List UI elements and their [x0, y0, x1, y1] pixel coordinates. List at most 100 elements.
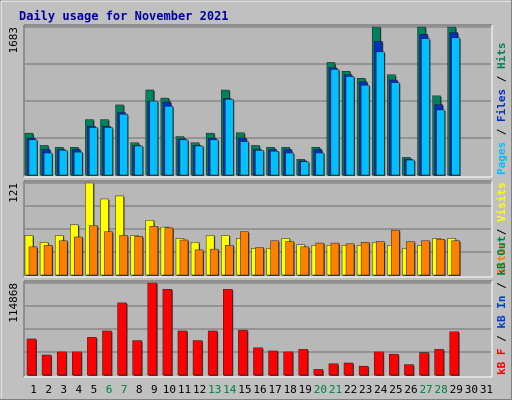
bar-pages-day-16	[255, 150, 264, 176]
bar-kb-f-day-5	[87, 337, 97, 376]
legend-visitors: Sites / Visits	[495, 182, 508, 275]
max-label-traffic: 1683	[7, 27, 20, 54]
bar-sites-day-17	[270, 240, 279, 276]
bar-kb-f-day-24	[373, 351, 384, 376]
x-tick-label: 5	[91, 383, 98, 396]
bar-sites-day-22	[345, 243, 355, 276]
bar-pages-day-5	[89, 127, 98, 176]
legend-part: kB F	[495, 349, 508, 376]
x-tick-label: 22	[344, 383, 357, 396]
max-label-visitors: 121	[7, 183, 20, 203]
bar-pages-day-6	[104, 127, 113, 176]
bar-kb-f-day-1	[26, 338, 37, 376]
bar-kb-f-day-25	[389, 353, 399, 376]
bar-pages-day-20	[315, 152, 325, 176]
bar-pages-day-24	[375, 51, 385, 176]
legend-part: /	[495, 222, 508, 242]
x-tick-label: 28	[435, 383, 448, 396]
x-tick-label: 4	[76, 383, 83, 396]
bar-pages-day-3	[58, 150, 68, 176]
x-tick-label: 13	[208, 383, 221, 396]
bar-kb-f-day-10	[162, 289, 173, 376]
legend-part: Pages	[495, 142, 508, 175]
bar-kb-f-day-20	[313, 369, 324, 376]
max-label-kbytes: 114868	[7, 283, 20, 323]
x-tick-label: 16	[253, 383, 266, 396]
legend-kbytes: kB F / kB In / kB Out	[495, 236, 508, 375]
bar-pages-day-10	[164, 106, 174, 176]
bar-pages-day-4	[74, 151, 83, 176]
bar-sites-day-9	[149, 226, 159, 276]
bar-pages-day-13	[209, 139, 219, 176]
bar-kb-f-day-14	[223, 289, 233, 376]
x-tick-label: 3	[60, 383, 67, 396]
bar-pages-day-23	[360, 85, 370, 176]
legend-part: /	[495, 122, 508, 142]
bar-sites-day-29	[451, 240, 460, 276]
bar-pages-day-26	[406, 159, 415, 176]
legend-part: kB In	[495, 296, 508, 329]
bar-sites-day-8	[134, 235, 143, 276]
bar-kb-f-day-23	[358, 365, 369, 376]
x-tick-label: 23	[359, 383, 372, 396]
legend-part: kB Out	[495, 236, 508, 276]
bar-sites-day-2	[43, 245, 53, 276]
bar-sites-day-20	[315, 242, 325, 276]
bar-kb-f-day-26	[404, 364, 414, 376]
bar-pages-day-18	[285, 152, 294, 176]
x-tick-label: 30	[465, 383, 478, 396]
bar-sites-day-21	[330, 242, 340, 276]
x-tick-label: 19	[299, 383, 312, 396]
bar-sites-day-27	[421, 240, 430, 276]
bar-sites-day-1	[28, 246, 38, 276]
bar-pages-day-27	[421, 38, 430, 176]
bar-kb-f-day-9	[147, 282, 158, 376]
legend-part: Hits	[495, 43, 508, 70]
bar-pages-day-21	[330, 69, 340, 176]
bar-pages-day-29	[451, 37, 460, 176]
bar-pages-day-11	[179, 139, 189, 176]
bar-kb-f-day-2	[41, 354, 52, 376]
legend-part: Visits	[495, 182, 508, 222]
x-tick-label: 29	[450, 383, 463, 396]
bar-sites-day-3	[58, 240, 68, 276]
bar-pages-day-25	[391, 82, 400, 176]
bar-kb-f-day-7	[117, 302, 127, 376]
bar-pages-day-8	[134, 145, 143, 176]
bar-kb-f-day-3	[56, 351, 67, 376]
bar-sites-day-19	[300, 246, 309, 276]
bar-pages-day-7	[119, 114, 128, 176]
bar-sites-day-5	[89, 225, 98, 276]
x-tick-label: 2	[45, 383, 52, 396]
bar-sites-day-11	[179, 239, 189, 276]
bar-pages-day-22	[345, 76, 355, 176]
bar-kb-f-day-15	[238, 329, 248, 376]
bar-kb-f-day-12	[192, 340, 203, 376]
bar-kb-f-day-13	[207, 330, 218, 376]
bar-kb-f-day-11	[177, 330, 188, 376]
bar-kb-f-day-22	[343, 362, 354, 376]
bar-kb-f-day-8	[132, 340, 142, 376]
bar-pages-day-28	[436, 109, 445, 176]
bar-sites-day-7	[119, 235, 128, 276]
bar-sites-day-25	[391, 229, 400, 276]
x-tick-label: 17	[268, 383, 281, 396]
legend-part: Sites	[495, 242, 508, 275]
legend-part: Files	[495, 89, 508, 122]
bar-sites-day-24	[375, 241, 385, 276]
bar-kb-f-day-27	[419, 352, 429, 376]
bar-kb-f-day-18	[283, 351, 293, 376]
bar-pages-day-19	[300, 161, 309, 176]
bar-kb-f-day-29	[449, 331, 459, 376]
legend-part: /	[495, 276, 508, 296]
bar-pages-day-15	[240, 141, 249, 176]
bar-kb-f-day-16	[253, 347, 263, 376]
bar-pages-day-1	[28, 139, 38, 176]
x-tick-label: 12	[193, 383, 206, 396]
x-tick-label: 20	[314, 383, 327, 396]
x-tick-label: 25	[389, 383, 402, 396]
x-tick-label: 9	[151, 383, 158, 396]
x-tick-label: 11	[178, 383, 191, 396]
bar-pages-day-2	[43, 152, 53, 176]
